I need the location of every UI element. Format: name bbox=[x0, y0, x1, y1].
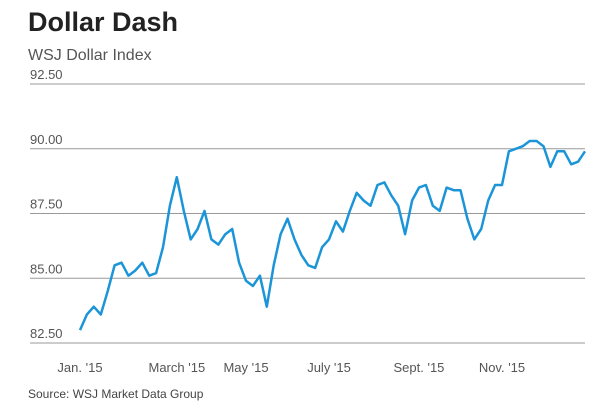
x-tick-label: Sept. '15 bbox=[394, 360, 445, 375]
chart-title: Dollar Dash bbox=[28, 7, 178, 37]
source-note: Source: WSJ Market Data Group bbox=[28, 387, 204, 401]
x-tick-label: July '15 bbox=[307, 360, 351, 375]
data-line bbox=[78, 139, 587, 331]
y-tick-label: 92.50 bbox=[30, 67, 63, 82]
x-tick-label: Nov. '15 bbox=[479, 360, 525, 375]
y-tick-label: 82.50 bbox=[30, 326, 63, 341]
y-tick-label: 87.50 bbox=[30, 197, 63, 212]
chart-subtitle: WSJ Dollar Index bbox=[28, 47, 152, 64]
y-tick-label: 85.00 bbox=[30, 261, 63, 276]
x-tick-label: May '15 bbox=[223, 360, 268, 375]
y-tick-label: 90.00 bbox=[30, 132, 63, 147]
x-tick-label: March '15 bbox=[149, 360, 206, 375]
x-tick-label: Jan. '15 bbox=[57, 360, 102, 375]
